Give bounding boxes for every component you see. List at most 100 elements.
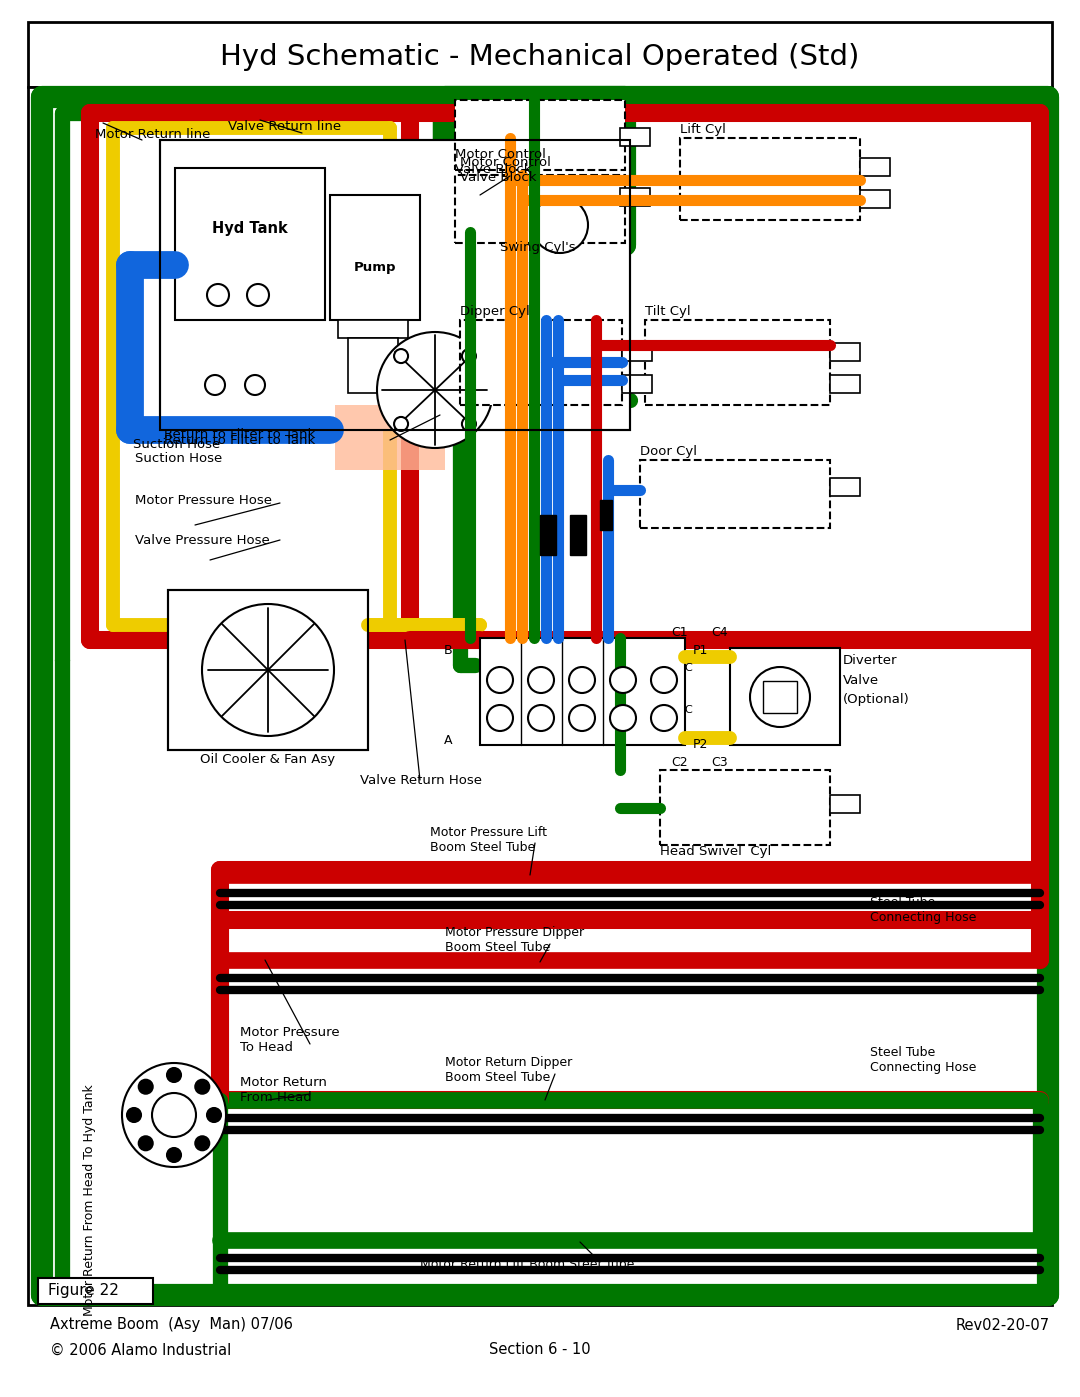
Text: Motor Pressure Lift
Boom Steel Tube: Motor Pressure Lift Boom Steel Tube — [430, 826, 546, 854]
Circle shape — [377, 332, 492, 448]
Text: C: C — [684, 664, 692, 673]
Text: Suction Hose: Suction Hose — [135, 451, 222, 464]
Text: Return to Filter to Tank: Return to Filter to Tank — [164, 429, 315, 441]
Circle shape — [167, 1067, 181, 1083]
Bar — [335, 405, 445, 469]
Bar — [640, 460, 831, 528]
Bar — [338, 320, 408, 338]
Bar — [660, 770, 831, 845]
Bar — [455, 175, 625, 243]
Text: Swing Cyl's: Swing Cyl's — [500, 242, 576, 254]
Circle shape — [569, 705, 595, 731]
Circle shape — [528, 705, 554, 731]
Bar — [622, 344, 652, 360]
Text: C1: C1 — [672, 626, 688, 640]
Circle shape — [610, 705, 636, 731]
Text: Valve Pressure Hose: Valve Pressure Hose — [135, 534, 270, 546]
Bar — [622, 374, 652, 393]
Circle shape — [207, 284, 229, 306]
Bar — [831, 478, 860, 496]
Text: Valve Return Hose: Valve Return Hose — [360, 774, 482, 787]
Circle shape — [651, 705, 677, 731]
Bar — [570, 515, 586, 555]
Text: B: B — [444, 644, 453, 657]
Bar — [330, 196, 420, 320]
Circle shape — [462, 349, 476, 363]
Circle shape — [167, 1148, 181, 1162]
Circle shape — [195, 1080, 210, 1094]
Circle shape — [394, 349, 408, 363]
Bar — [620, 189, 650, 205]
Circle shape — [487, 705, 513, 731]
Bar — [831, 344, 860, 360]
Bar — [160, 140, 630, 430]
Text: Motor Return From Head To Hyd Tank: Motor Return From Head To Hyd Tank — [83, 1084, 96, 1316]
Text: Hyd Schematic - Mechanical Operated (Std): Hyd Schematic - Mechanical Operated (Std… — [220, 43, 860, 71]
Bar — [860, 158, 890, 176]
Text: Motor Return
From Head: Motor Return From Head — [240, 1076, 327, 1104]
Text: Dipper Cyl: Dipper Cyl — [460, 306, 530, 319]
Text: Return to Filter to Tank: Return to Filter to Tank — [164, 433, 315, 447]
Text: Figure 22: Figure 22 — [48, 1284, 119, 1298]
Circle shape — [207, 1108, 221, 1122]
Text: Axtreme Boom  (Asy  Man) 07/06: Axtreme Boom (Asy Man) 07/06 — [50, 1317, 293, 1333]
Bar — [831, 374, 860, 393]
Text: Suction Hose: Suction Hose — [133, 439, 220, 451]
Bar — [168, 590, 368, 750]
Circle shape — [138, 1136, 152, 1150]
Bar — [168, 590, 368, 750]
Text: Section 6 - 10: Section 6 - 10 — [489, 1343, 591, 1358]
Text: Pump: Pump — [354, 261, 396, 274]
Bar — [160, 140, 630, 430]
Circle shape — [127, 1108, 141, 1122]
Text: Motor Pressure Dipper
Boom Steel Tube: Motor Pressure Dipper Boom Steel Tube — [445, 926, 584, 954]
Bar — [620, 129, 650, 147]
Bar — [455, 101, 625, 170]
Text: Motor Pressure
To Head: Motor Pressure To Head — [240, 1025, 339, 1053]
Bar — [28, 22, 1052, 87]
Text: Diverter: Diverter — [843, 654, 897, 666]
Text: Oil Cooler & Fan Asy: Oil Cooler & Fan Asy — [201, 753, 336, 767]
Text: A: A — [444, 733, 453, 746]
Text: Motor Return line: Motor Return line — [95, 129, 211, 141]
Bar — [168, 590, 368, 750]
Text: C2: C2 — [672, 756, 688, 768]
Circle shape — [569, 666, 595, 693]
Text: © 2006 Alamo Industrial: © 2006 Alamo Industrial — [50, 1343, 231, 1358]
Text: Door Cyl: Door Cyl — [640, 446, 697, 458]
Text: Valve Return line: Valve Return line — [228, 120, 341, 134]
Bar — [160, 140, 630, 430]
Circle shape — [462, 416, 476, 430]
Text: (Optional): (Optional) — [843, 693, 909, 707]
Text: Steel Tube
Connecting Hose: Steel Tube Connecting Hose — [870, 895, 976, 923]
Text: Motor Return Dipper
Boom Steel Tube: Motor Return Dipper Boom Steel Tube — [445, 1056, 572, 1084]
Text: Motor Pressure Hose: Motor Pressure Hose — [135, 493, 272, 507]
Circle shape — [202, 604, 334, 736]
Circle shape — [245, 374, 265, 395]
Circle shape — [528, 666, 554, 693]
Circle shape — [532, 197, 588, 253]
Bar — [38, 1278, 153, 1303]
Text: Motor Return Lift Boom Steel Tube: Motor Return Lift Boom Steel Tube — [420, 1259, 634, 1271]
Bar — [730, 648, 840, 745]
Circle shape — [394, 416, 408, 430]
Bar — [28, 87, 1052, 1305]
Text: P2: P2 — [692, 739, 707, 752]
Circle shape — [152, 1092, 195, 1137]
Bar — [460, 320, 622, 405]
Text: Valve: Valve — [843, 673, 879, 686]
Text: C3: C3 — [712, 756, 728, 768]
Text: P1: P1 — [692, 644, 707, 657]
Bar — [680, 138, 860, 219]
Text: C: C — [684, 705, 692, 715]
Text: Hyd Tank: Hyd Tank — [212, 221, 288, 236]
Text: Head Swivel  Cyl: Head Swivel Cyl — [660, 845, 771, 859]
Text: C4: C4 — [712, 626, 728, 640]
Circle shape — [195, 1136, 210, 1150]
Circle shape — [651, 666, 677, 693]
Circle shape — [138, 1080, 152, 1094]
Text: Steel Tube
Connecting Hose: Steel Tube Connecting Hose — [870, 1046, 976, 1074]
Bar — [831, 795, 860, 813]
Text: Rev02-20-07: Rev02-20-07 — [956, 1317, 1050, 1333]
Circle shape — [205, 374, 225, 395]
